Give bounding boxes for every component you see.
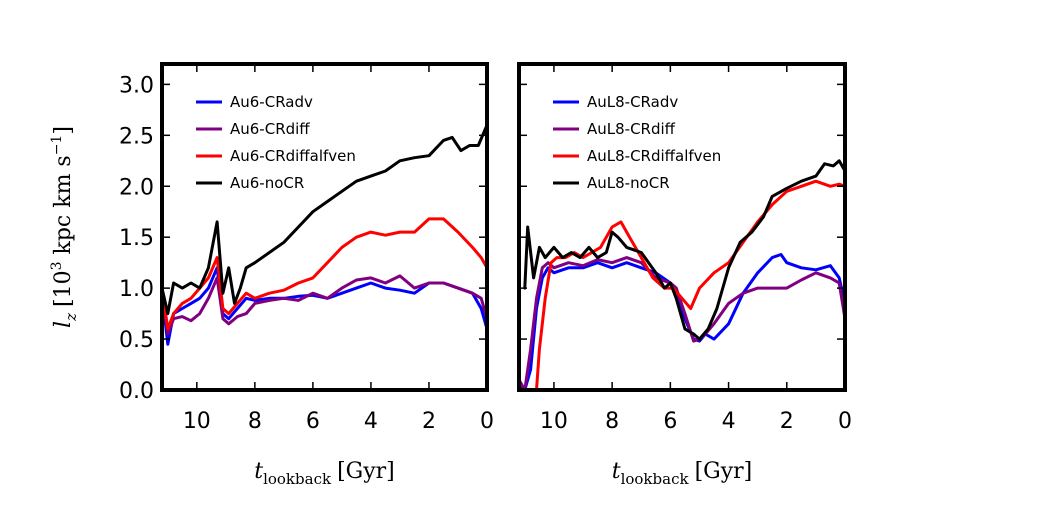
- y-tick-label: 2.5: [119, 124, 154, 149]
- y-tick-label: 2.0: [119, 175, 154, 200]
- series-line-aul8-nocr: [523, 159, 845, 341]
- x-tick-label: 8: [605, 409, 619, 434]
- plot-area: [519, 159, 845, 390]
- x-tick-label: 0: [480, 409, 494, 434]
- y-axis-label: lz[103 kpc km s−1]: [49, 126, 80, 328]
- x-tick-label: 6: [306, 409, 320, 434]
- axes-frame: [517, 62, 847, 392]
- legend-entry: AuL8-CRdiff: [587, 120, 676, 138]
- series-line-aul8-crdiff: [519, 256, 845, 390]
- x-tick-label: 2: [422, 409, 436, 434]
- x-tick-label: 2: [780, 409, 794, 434]
- axes-frame: [160, 62, 489, 392]
- legend-entry: AuL8-CRadv: [587, 93, 678, 111]
- panel-left: 10 8 6 4 2 0 0.0 0.5 1.0 1.5 2.0 2.5 3.0 tlookback [Gy…: [119, 62, 494, 488]
- legend-entry: Au6-CRdiffalfven: [230, 147, 356, 165]
- x-axis-label: tlookback [Gyr]: [612, 459, 753, 488]
- y-tick-label: 0.0: [119, 379, 154, 404]
- series-line-au6-nocr: [162, 123, 487, 316]
- y-axis-label-text: lz[103 kpc km s−1]: [49, 126, 80, 328]
- legend-entry: AuL8-CRdiffalfven: [587, 147, 721, 165]
- x-axis-label: tlookback [Gyr]: [254, 459, 395, 488]
- legend: Au6-CRadv Au6-CRdiff Au6-CRdiffalfven Au6-n…: [196, 93, 356, 192]
- x-tick-label: 0: [838, 409, 852, 434]
- series-line-au6-cradv: [162, 266, 487, 346]
- x-tick-label: 10: [540, 409, 568, 434]
- plot-area: [162, 123, 487, 346]
- legend: AuL8-CRadv AuL8-CRdiff AuL8-CRdiffalfven Au…: [553, 93, 721, 192]
- x-tick-label: 10: [183, 409, 211, 434]
- panel-right: 10 8 6 4 2 0 tlookback [Gyr] AuL8-CRadv AuL8-CRdi…: [517, 62, 852, 488]
- x-tick-label: 4: [722, 409, 736, 434]
- series-line-aul8-crdiffalfven: [535, 179, 845, 390]
- y-tick-label: 1.0: [119, 277, 154, 302]
- y-tick-label: 0.5: [119, 328, 154, 353]
- legend-entry: AuL8-noCR: [587, 174, 670, 192]
- legend-entry: Au6-CRadv: [230, 93, 313, 111]
- legend-entry: Au6-CRdiff: [230, 120, 310, 138]
- x-tick-label: 4: [364, 409, 378, 434]
- legend-entry: Au6-noCR: [230, 174, 304, 192]
- series-line-au6-crdiff: [162, 274, 487, 336]
- x-tick-label: 8: [248, 409, 262, 434]
- x-tick-label: 6: [663, 409, 677, 434]
- y-tick-label: 3.0: [119, 73, 154, 98]
- y-tick-label: 1.5: [119, 226, 154, 251]
- series-line-au6-crdiffalfven: [162, 217, 487, 331]
